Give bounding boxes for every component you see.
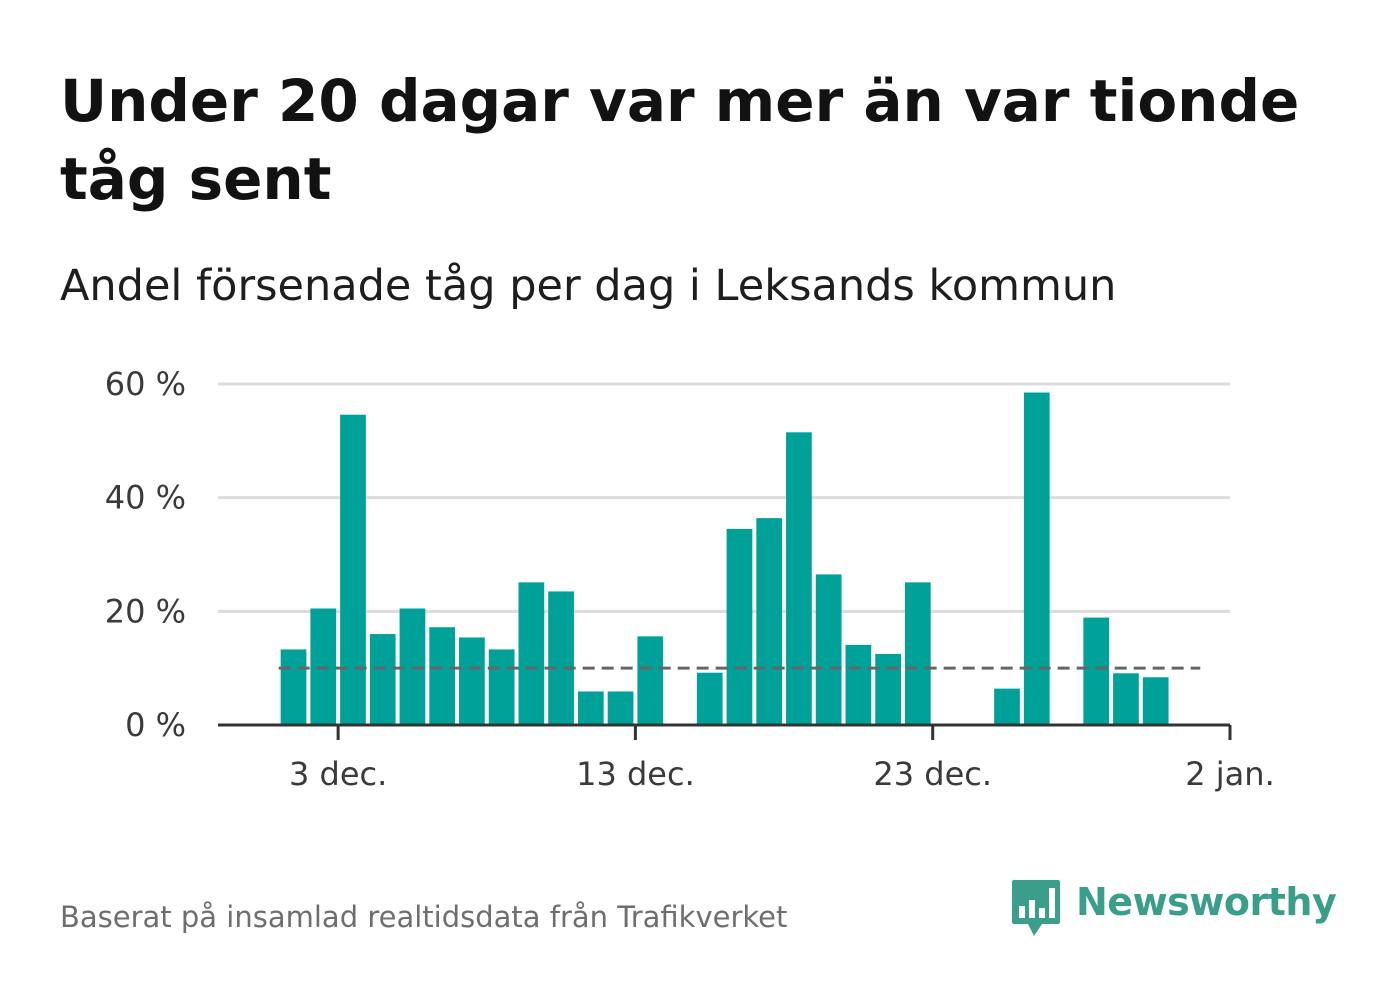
brand-logo: Newsworthy [1010, 878, 1337, 940]
y-tick-label: 0 % [125, 706, 186, 744]
bar-2023-12-10 [548, 591, 574, 725]
bar-2023-12-28 [1083, 617, 1110, 725]
bar-2023-12-20 [845, 644, 872, 725]
y-tick-label: 40 % [105, 479, 186, 517]
bar-2023-12-06 [429, 627, 456, 725]
bar-2023-12-21 [875, 653, 901, 725]
bar-2023-12-30 [1142, 677, 1169, 725]
source-note: Baserat på insamlad realtidsdata från Tr… [60, 900, 788, 934]
chart-title: Under 20 dagar var mer än var tionde tåg… [60, 67, 1300, 213]
bar-2023-12-18 [786, 432, 812, 725]
bar-2023-12-07 [459, 637, 485, 725]
gridlines [218, 382, 1230, 613]
bar-2023-12-17 [756, 518, 783, 725]
bar-2023-12-03 [340, 414, 366, 725]
bar-2023-12-08 [488, 649, 515, 725]
bar-2023-12-11 [577, 691, 604, 725]
chart-subtitle: Andel försenade tåg per dag i Leksands k… [60, 261, 1117, 311]
x-tick-label: 13 dec. [576, 755, 695, 793]
bar-2023-12-19 [815, 574, 842, 725]
bar-2023-12-29 [1113, 673, 1139, 725]
bar-2023-12-22 [904, 582, 931, 725]
bar-2023-12-13 [637, 636, 664, 725]
bar-2023-12-16 [726, 528, 753, 725]
x-tick-label: 3 dec. [289, 755, 387, 793]
y-tick-label: 60 % [105, 365, 186, 403]
bar-2023-12-26 [1023, 392, 1050, 725]
bar-2023-12-25 [994, 688, 1020, 725]
newsworthy-logo-icon [1012, 880, 1060, 936]
bar-2023-12-12 [607, 691, 634, 725]
bar-2023-12-09 [518, 582, 545, 725]
x-tick-label: 23 dec. [873, 755, 992, 793]
bar-2023-12-04 [369, 634, 396, 725]
y-tick-label: 20 % [105, 592, 186, 630]
axes [218, 723, 1232, 740]
brand-name: Newsworthy [1076, 880, 1337, 924]
bar-2023-12-15 [696, 672, 723, 725]
x-tick-label: 2 jan. [1185, 755, 1274, 793]
bars [280, 392, 1169, 725]
bar-2023-12-01 [280, 649, 307, 725]
tick-labels: 0 % 20 % 40 % 60 % 3 dec. 13 dec. 23 dec. 2 jan… [105, 365, 1275, 793]
